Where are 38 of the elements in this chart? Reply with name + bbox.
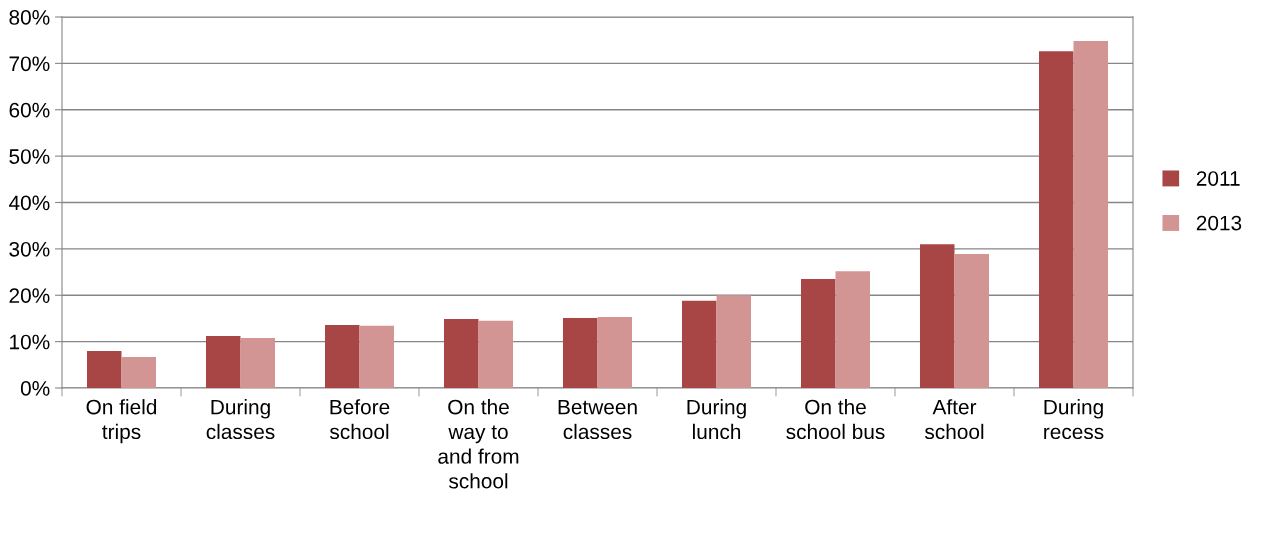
bar — [443, 318, 479, 388]
bar — [324, 324, 360, 388]
bar — [597, 317, 633, 388]
bar — [205, 336, 241, 388]
y-tick-label: 50% — [9, 149, 50, 164]
y-tick-label: 40% — [8, 195, 50, 211]
bar — [1038, 51, 1074, 388]
bar — [121, 356, 157, 388]
x-tick-label: Before school — [329, 399, 390, 440]
bar — [240, 337, 276, 388]
x-tick-label: Between classes — [558, 399, 637, 440]
legend-label: 2013 — [1196, 215, 1242, 231]
x-tick-label: During recess — [1044, 399, 1104, 440]
y-tick-label: 20% — [9, 288, 50, 303]
bar — [359, 325, 395, 388]
x-tick-label: During lunch — [687, 399, 746, 440]
bar — [919, 244, 955, 388]
bar — [716, 295, 752, 388]
y-tick-label: 70% — [9, 56, 50, 72]
y-tick-label: 60% — [9, 102, 50, 118]
x-tick-label: On the school bus — [786, 399, 885, 440]
bar — [681, 300, 717, 388]
y-tick-label: 30% — [9, 241, 50, 257]
bar — [86, 350, 122, 388]
bar — [835, 271, 871, 388]
y-tick-label: 80% — [9, 10, 50, 25]
x-tick-label: After school — [924, 399, 984, 440]
bar — [800, 279, 836, 388]
x-tick-label: On field trips — [86, 399, 157, 444]
bar — [478, 320, 514, 388]
legend-label: 2011 — [1196, 171, 1240, 186]
y-tick-label: 10% — [10, 334, 50, 350]
x-tick-label: During classes — [206, 399, 275, 440]
x-tick-label: On the way to and from school — [438, 399, 519, 489]
bar — [954, 253, 990, 388]
bar — [1073, 41, 1109, 388]
bar — [562, 317, 598, 388]
y-tick-label: 0% — [20, 381, 50, 396]
